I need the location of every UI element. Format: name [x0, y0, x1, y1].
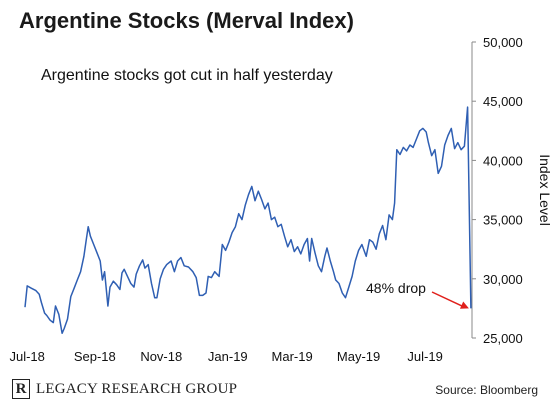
series-line [24, 106, 472, 335]
company-name: LEGACY RESEARCH GROUP [36, 380, 238, 397]
source-note: Source: Bloomberg [435, 383, 538, 397]
annotation-arrow-line [431, 291, 464, 308]
y-tick-label: 25,000 [483, 331, 523, 346]
chart-axes: 50,000 45,000 40,000 35,000 30,000 25,000 Jul-… [9, 35, 522, 364]
x-tick-label: May-19 [337, 349, 380, 364]
y-tick-label: 40,000 [483, 153, 523, 168]
x-tick-label: Sep-18 [74, 349, 116, 364]
y-tick-label: 45,000 [483, 94, 523, 109]
x-tick-label: Jan-19 [208, 349, 248, 364]
y-axis-label: Index Level [537, 154, 553, 226]
chart-title: Argentine Stocks (Merval Index) [19, 8, 354, 33]
annotation-group: 48% drop [366, 280, 469, 309]
company-logo: R LEGACY RESEARCH GROUP [12, 379, 237, 399]
annotation-text: 48% drop [366, 280, 426, 296]
y-tick-label: 35,000 [483, 213, 523, 228]
series-group [24, 106, 472, 335]
logo-mark: R [12, 379, 30, 399]
chart-subtitle: Argentine stocks got cut in half yesterd… [41, 67, 333, 84]
annotation-arrowhead [459, 301, 469, 309]
x-tick-label: Nov-18 [140, 349, 182, 364]
y-tick-label: 30,000 [483, 272, 523, 287]
x-tick-label: Jul-19 [407, 349, 442, 364]
x-tick-label: Jul-18 [9, 349, 44, 364]
y-tick-label: 50,000 [483, 35, 523, 50]
x-tick-label: Mar-19 [272, 349, 313, 364]
